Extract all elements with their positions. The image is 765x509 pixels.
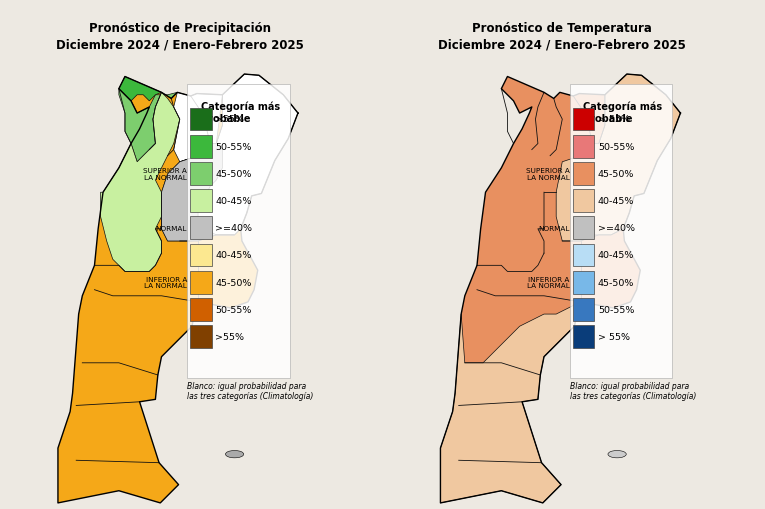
Bar xyxy=(572,135,594,158)
Bar xyxy=(190,271,212,294)
Bar xyxy=(190,244,212,267)
Polygon shape xyxy=(119,77,161,102)
Polygon shape xyxy=(441,75,680,503)
Text: SUPERIOR A
LA NORMAL: SUPERIOR A LA NORMAL xyxy=(143,168,187,180)
Bar xyxy=(572,217,594,240)
Bar xyxy=(190,298,212,321)
Bar xyxy=(572,325,594,348)
Text: Categoría más
probable: Categoría más probable xyxy=(584,101,662,123)
Text: 40-45%: 40-45% xyxy=(597,251,634,260)
Text: 50-55%: 50-55% xyxy=(597,143,634,151)
FancyBboxPatch shape xyxy=(570,85,672,378)
Bar xyxy=(190,325,212,348)
Ellipse shape xyxy=(226,450,244,458)
Text: INFERIOR A
LA NORMAL: INFERIOR A LA NORMAL xyxy=(144,276,187,289)
Text: Pronóstico de Temperatura
Diciembre 2024 / Enero-Febrero 2025: Pronóstico de Temperatura Diciembre 2024… xyxy=(438,22,686,51)
Text: Blanco: igual probabilidad para
las tres categorías (Climatología): Blanco: igual probabilidad para las tres… xyxy=(187,381,314,400)
Bar xyxy=(572,108,594,131)
Bar xyxy=(190,190,212,213)
FancyBboxPatch shape xyxy=(187,85,290,378)
Text: NORMAL: NORMAL xyxy=(538,225,569,231)
Text: > 55%: > 55% xyxy=(597,332,630,342)
Text: 45-50%: 45-50% xyxy=(597,278,634,287)
Bar xyxy=(190,217,212,240)
Polygon shape xyxy=(161,75,298,241)
Polygon shape xyxy=(100,93,180,272)
Text: 45-50%: 45-50% xyxy=(597,169,634,179)
Text: INFERIOR A
LA NORMAL: INFERIOR A LA NORMAL xyxy=(526,276,569,289)
Bar xyxy=(572,190,594,213)
Text: NORMAL: NORMAL xyxy=(155,225,187,231)
Polygon shape xyxy=(119,90,177,162)
Text: >=40%: >=40% xyxy=(597,224,635,233)
Polygon shape xyxy=(58,75,298,503)
Polygon shape xyxy=(161,144,235,241)
Text: Blanco: igual probabilidad para
las tres categorías (Climatología): Blanco: igual probabilidad para las tres… xyxy=(570,381,696,400)
Text: >55%: >55% xyxy=(215,115,244,124)
Text: Pronóstico de Precipitación
Diciembre 2024 / Enero-Febrero 2025: Pronóstico de Precipitación Diciembre 20… xyxy=(56,22,304,51)
Bar xyxy=(572,298,594,321)
Text: SUPERIOR A
LA NORMAL: SUPERIOR A LA NORMAL xyxy=(526,168,569,180)
Polygon shape xyxy=(556,75,680,241)
Bar xyxy=(190,108,212,131)
Bar xyxy=(572,163,594,185)
Text: > 55%: > 55% xyxy=(597,115,630,124)
Text: 50-55%: 50-55% xyxy=(597,305,634,314)
Ellipse shape xyxy=(608,450,627,458)
Text: 45-50%: 45-50% xyxy=(215,278,252,287)
Text: 40-45%: 40-45% xyxy=(215,196,252,206)
Text: >=40%: >=40% xyxy=(215,224,252,233)
Text: Categoría más
probable: Categoría más probable xyxy=(201,101,280,123)
Text: 40-45%: 40-45% xyxy=(215,251,252,260)
Text: 45-50%: 45-50% xyxy=(215,169,252,179)
Bar xyxy=(190,135,212,158)
Text: >55%: >55% xyxy=(215,332,244,342)
Bar xyxy=(572,271,594,294)
Text: 50-55%: 50-55% xyxy=(215,305,252,314)
Text: 50-55%: 50-55% xyxy=(215,143,252,151)
Bar xyxy=(190,163,212,185)
Polygon shape xyxy=(441,302,581,503)
Text: 40-45%: 40-45% xyxy=(597,196,634,206)
Bar xyxy=(572,244,594,267)
